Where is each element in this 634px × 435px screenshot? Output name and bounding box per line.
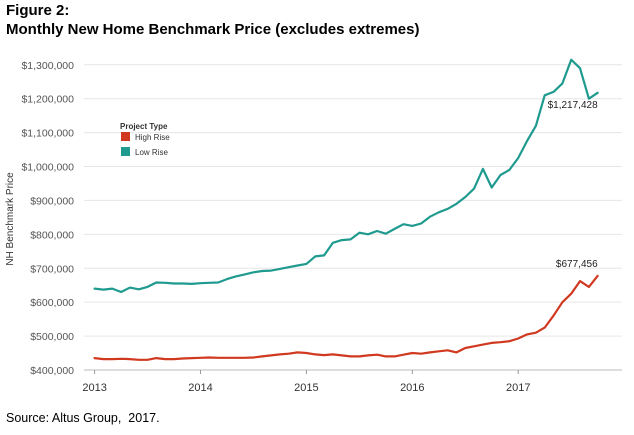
series-line-low-rise: [93, 58, 599, 294]
y-tick-label: $1,300,000: [21, 60, 74, 72]
x-tick-label: 2016: [400, 382, 424, 394]
line-chart: $400,000 $500,000 $600,000 $700,000 $800,000…: [5, 58, 622, 394]
legend-label-high-rise: High Rise: [135, 133, 170, 142]
end-label-low-rise: $1,217,428: [548, 100, 598, 111]
y-tick-label: $700,000: [30, 263, 74, 275]
legend: Project Type High Rise Low Rise: [120, 122, 170, 157]
x-tick-label: 2013: [82, 382, 106, 394]
legend-label-low-rise: Low Rise: [135, 148, 168, 157]
y-tick-label: $600,000: [30, 297, 74, 309]
end-labels: $677,456 $1,217,428: [548, 100, 598, 270]
x-tick-label: 2014: [188, 382, 212, 394]
series-line-high-rise: [93, 274, 599, 361]
figure-label: Figure 2:: [6, 2, 70, 19]
y-tick-label: $1,000,000: [21, 162, 74, 174]
end-label-high-rise: $677,456: [556, 259, 598, 270]
y-tick-label: $1,200,000: [21, 94, 74, 106]
legend-swatch-high-rise: [121, 132, 130, 141]
y-tick-label: $800,000: [30, 229, 74, 241]
legend-swatch-low-rise: [121, 147, 130, 156]
y-tick-label: $500,000: [30, 331, 74, 343]
x-tick-label: 2017: [506, 382, 530, 394]
x-tick-label: 2015: [294, 382, 318, 394]
y-tick-label: $900,000: [30, 195, 74, 207]
legend-title: Project Type: [120, 122, 168, 131]
source-note: Source: Altus Group, 2017.: [6, 411, 160, 425]
x-axis-ticks: 2013 2014 2015 2016 2017: [82, 370, 530, 394]
y-tick-label: $400,000: [30, 365, 74, 377]
y-tick-label: $1,100,000: [21, 128, 74, 140]
chart-title: Monthly New Home Benchmark Price (exclud…: [6, 21, 420, 38]
y-axis-label: NH Benchmark Price: [5, 172, 16, 266]
series-lines: [93, 58, 599, 361]
y-axis-ticks: $400,000 $500,000 $600,000 $700,000 $800,000…: [21, 60, 74, 377]
